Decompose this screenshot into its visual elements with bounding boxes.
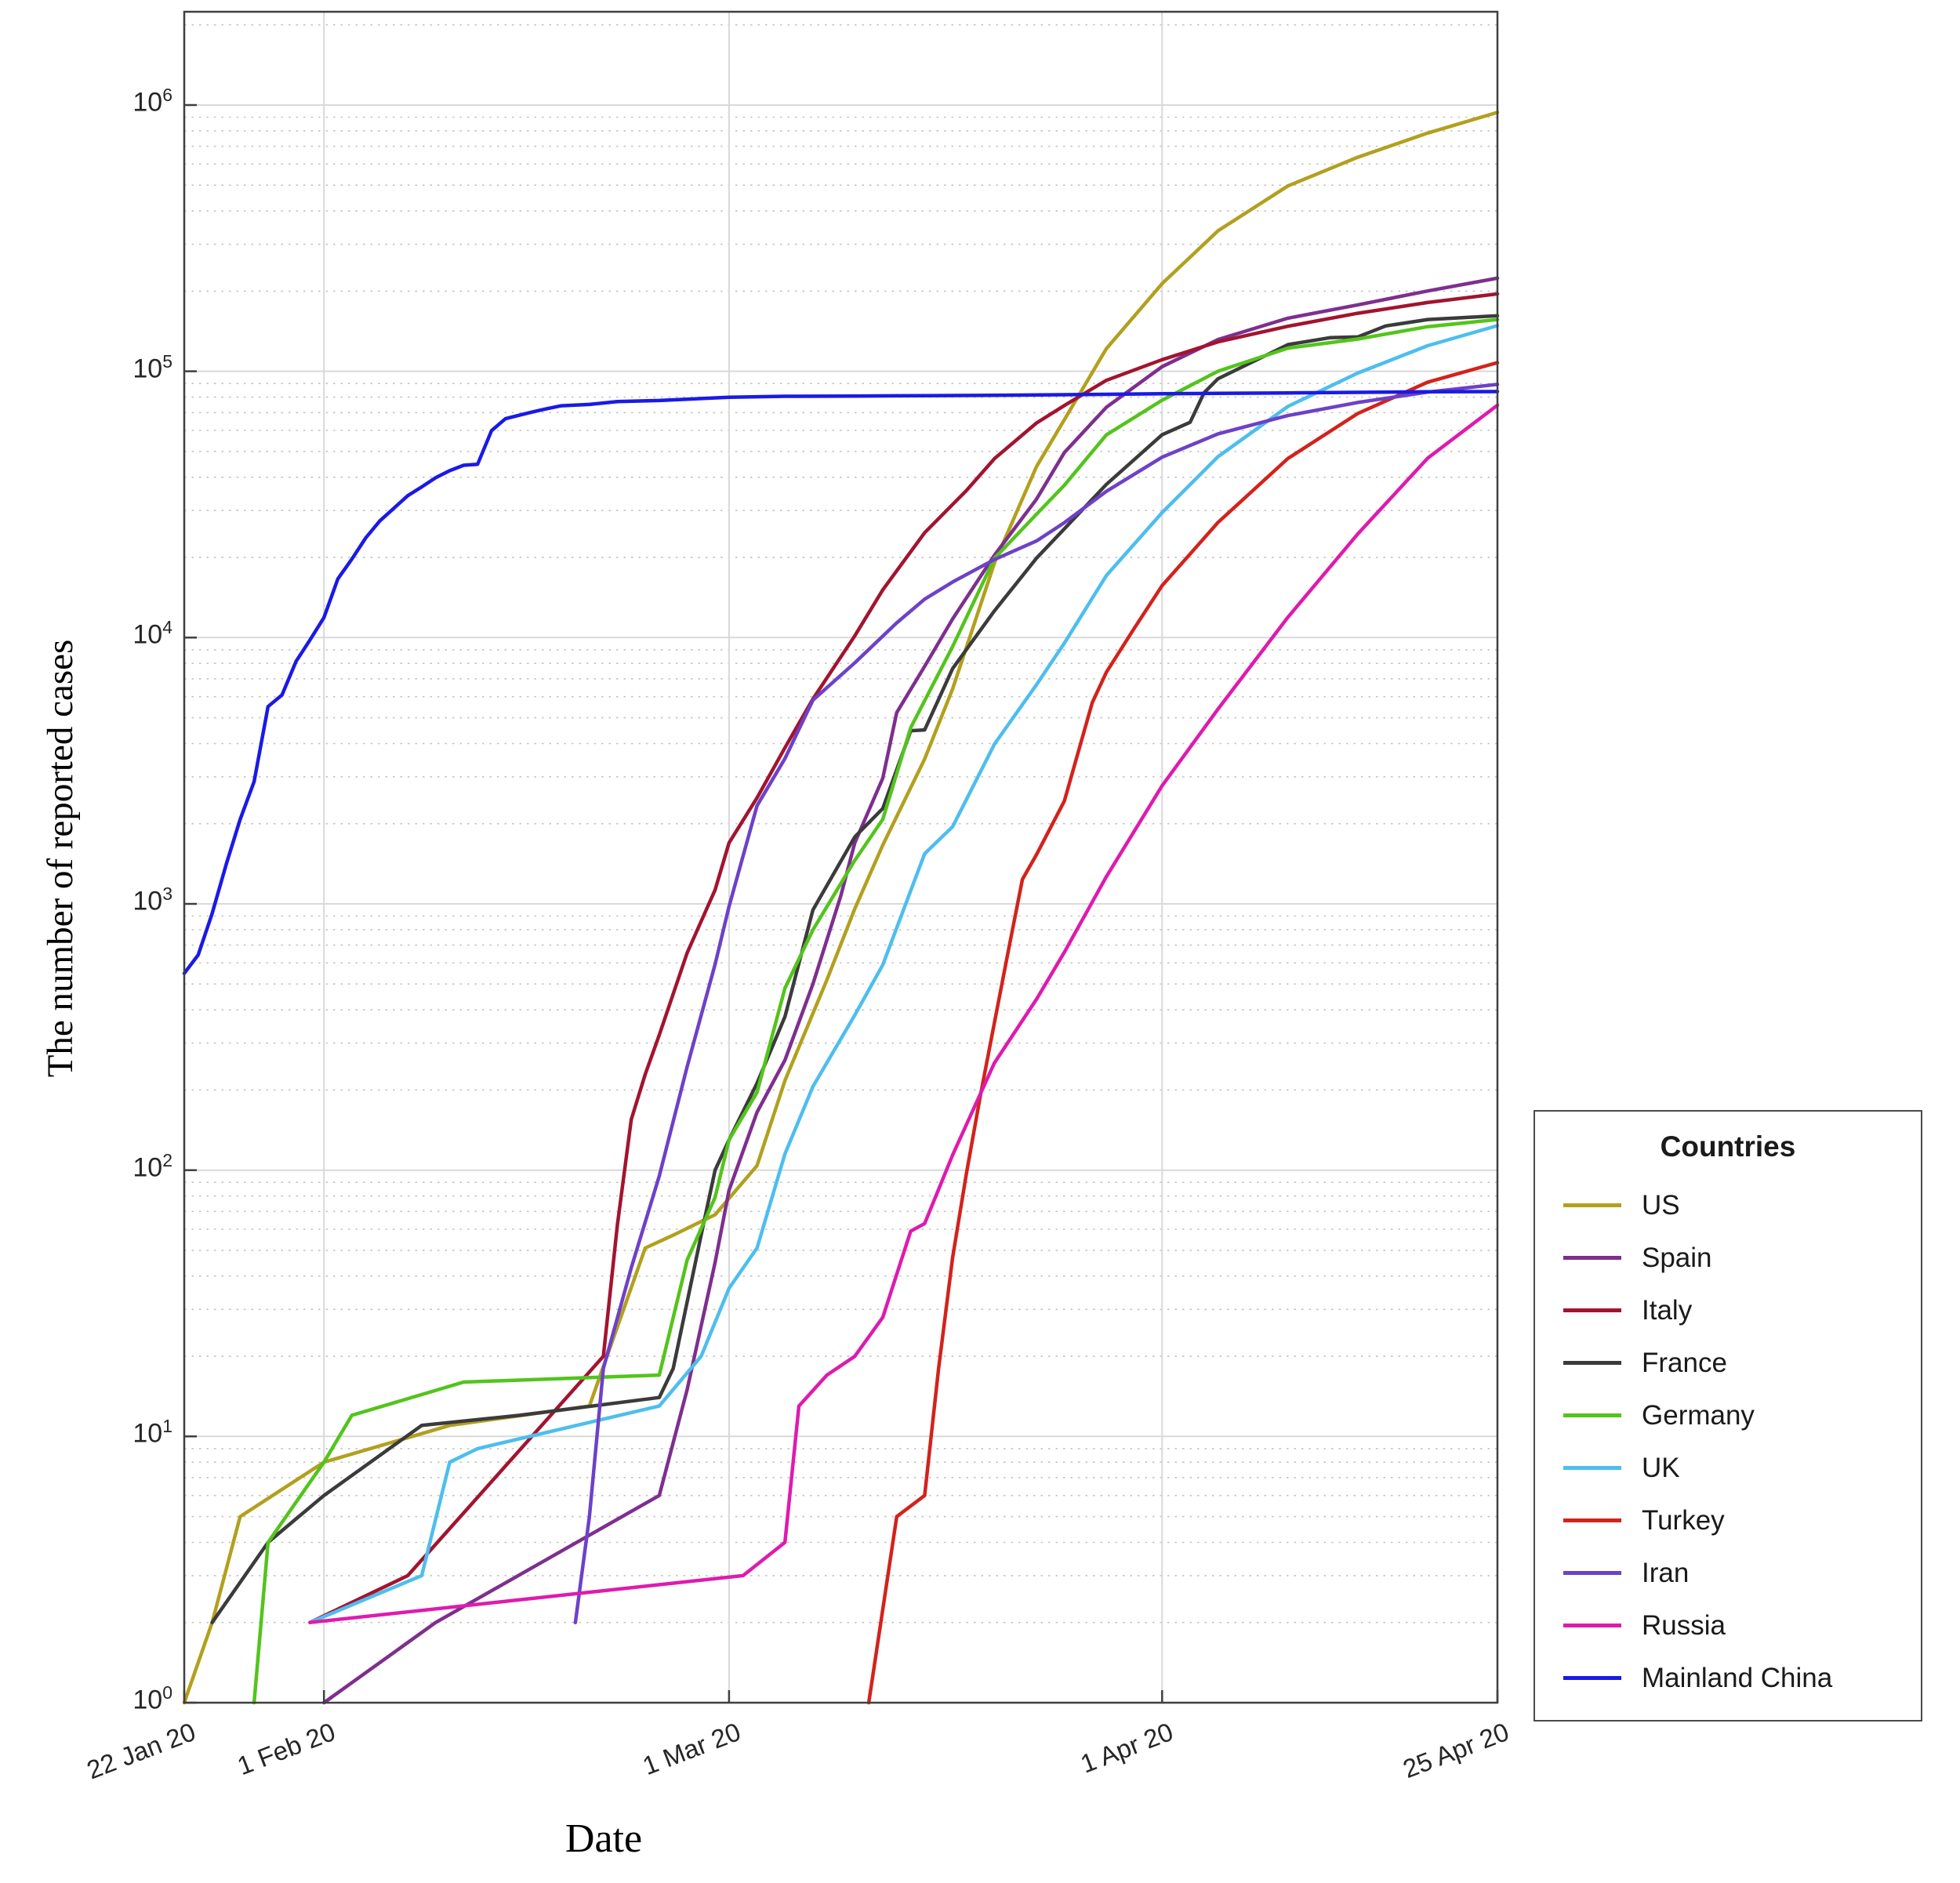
series-line-russia — [308, 403, 1500, 1624]
legend-item-mainland-china: Mainland China — [1535, 1652, 1921, 1704]
legend-items: US Spain Italy France Germany UK Turkey Iran Rus… — [1535, 1179, 1921, 1704]
legend-line-swatch — [1563, 1413, 1621, 1417]
legend-item-turkey: Turkey — [1535, 1494, 1921, 1547]
legend-item-iran: Iran — [1535, 1547, 1921, 1599]
y-tick-label: 100 — [132, 1682, 172, 1715]
y-tick-label: 103 — [132, 883, 172, 916]
y-tick-label: 101 — [132, 1416, 172, 1449]
legend-label: Spain — [1642, 1242, 1712, 1273]
legend-label: Iran — [1642, 1557, 1690, 1588]
series-line-italy — [308, 292, 1500, 1624]
legend-label: Germany — [1642, 1399, 1755, 1431]
legend-line-swatch — [1563, 1466, 1621, 1470]
y-tick-label: 106 — [132, 85, 172, 118]
legend-label: Italy — [1642, 1294, 1693, 1326]
legend-line-swatch — [1563, 1256, 1621, 1260]
series-line-uk — [308, 324, 1500, 1624]
legend-item-france: France — [1535, 1337, 1921, 1389]
y-tick-label: 104 — [132, 617, 172, 650]
series-line-turkey — [866, 361, 1500, 1705]
series-line-spain — [321, 276, 1500, 1705]
legend-item-italy: Italy — [1535, 1284, 1921, 1337]
legend-line-swatch — [1563, 1361, 1621, 1365]
legend-line-swatch — [1563, 1676, 1621, 1680]
legend-line-swatch — [1563, 1203, 1621, 1207]
y-axis-label: The number of reported cases — [40, 639, 81, 1078]
legend-label: Turkey — [1642, 1504, 1725, 1536]
legend-line-swatch — [1563, 1624, 1621, 1627]
legend-item-spain: Spain — [1535, 1232, 1921, 1284]
legend-label: France — [1642, 1347, 1727, 1378]
legend-item-uk: UK — [1535, 1442, 1921, 1494]
legend-item-germany: Germany — [1535, 1389, 1921, 1442]
legend-line-swatch — [1563, 1571, 1621, 1575]
series-line-mainland-china — [182, 390, 1500, 975]
x-axis-label: Date — [564, 1816, 643, 1861]
legend-line-swatch — [1563, 1518, 1621, 1522]
y-tick-label: 105 — [132, 351, 172, 384]
legend-label: UK — [1642, 1452, 1680, 1483]
y-tick-label: 102 — [132, 1150, 172, 1183]
series-line-us — [182, 111, 1500, 1705]
legend-label: US — [1642, 1189, 1680, 1221]
legend-title: Countries — [1660, 1130, 1796, 1163]
legend: Countries US Spain Italy France Germany UK Tur… — [1534, 1110, 1922, 1722]
legend-label: Mainland China — [1642, 1662, 1833, 1693]
series-line-germany — [252, 317, 1500, 1705]
legend-item-russia: Russia — [1535, 1599, 1921, 1652]
legend-label: Russia — [1642, 1609, 1726, 1641]
legend-line-swatch — [1563, 1308, 1621, 1312]
series-line-iran — [573, 383, 1500, 1624]
legend-item-us: US — [1535, 1179, 1921, 1232]
